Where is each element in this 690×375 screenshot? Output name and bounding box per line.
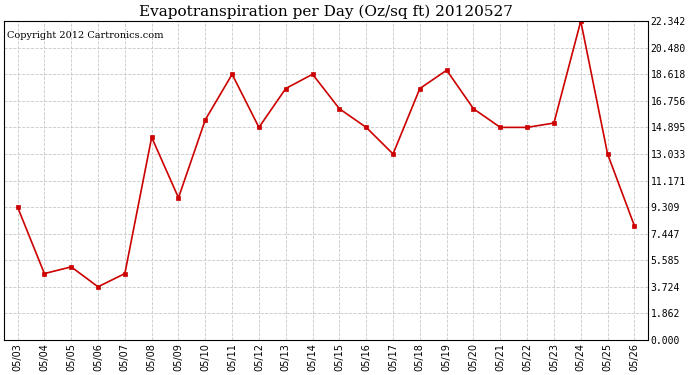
Title: Evapotranspiration per Day (Oz/sq ft) 20120527: Evapotranspiration per Day (Oz/sq ft) 20… — [139, 4, 513, 18]
Text: Copyright 2012 Cartronics.com: Copyright 2012 Cartronics.com — [8, 31, 164, 40]
